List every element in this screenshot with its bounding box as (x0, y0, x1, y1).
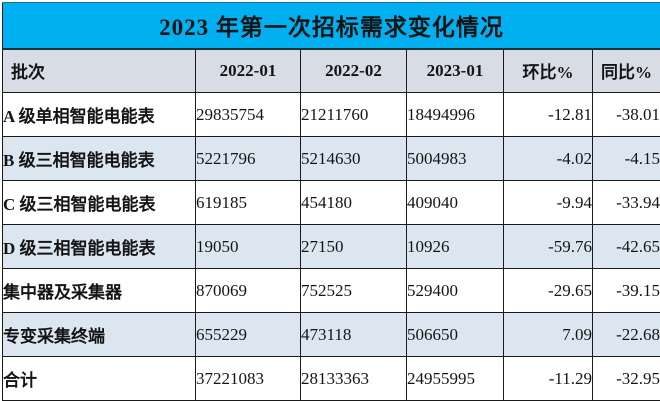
cell-mom: -9.94 (503, 180, 593, 225)
title-row: 2023 年第一次招标需求变化情况 (2, 2, 660, 50)
cell-2023-01: 18494996 (406, 92, 504, 137)
row-label: D 级三相智能电能表 (2, 224, 196, 269)
cell-mom: -4.02 (503, 136, 593, 181)
cell-2022-02: 752525 (300, 268, 407, 313)
col-header-batch: 批次 (2, 48, 196, 93)
cell-2022-02: 27150 (300, 224, 407, 269)
cell-2023-01: 409040 (406, 180, 504, 225)
cell-2022-01: 5221796 (195, 136, 301, 181)
table-row: C 级三相智能电能表 619185 454180 409040 -9.94 -3… (2, 180, 660, 225)
table-row-total: 合计 37221083 28133363 24955995 -11.29 -32… (2, 356, 660, 401)
cell-2022-01: 29835754 (195, 92, 301, 137)
col-header-2023-01: 2023-01 (406, 48, 504, 93)
header-row: 批次 2022-01 2022-02 2023-01 环比% 同比% (2, 48, 660, 93)
cell-mom: -59.76 (503, 224, 593, 269)
table-title: 2023 年第一次招标需求变化情况 (2, 2, 660, 50)
cell-2022-02: 473118 (300, 312, 407, 357)
table-row: A 级单相智能电能表 29835754 21211760 18494996 -1… (2, 92, 660, 137)
col-header-2022-01: 2022-01 (195, 48, 301, 93)
col-header-mom-pct: 环比% (503, 48, 593, 93)
row-label: C 级三相智能电能表 (2, 180, 196, 225)
cell-mom: -12.81 (503, 92, 593, 137)
cell-yoy: -42.65 (592, 224, 660, 269)
cell-2023-01: 10926 (406, 224, 504, 269)
table-row: D 级三相智能电能表 19050 27150 10926 -59.76 -42.… (2, 224, 660, 269)
row-label: A 级单相智能电能表 (2, 92, 196, 137)
cell-yoy: -39.15 (592, 268, 660, 313)
cell-2022-01: 870069 (195, 268, 301, 313)
row-label: 专变采集终端 (2, 312, 196, 357)
cell-yoy: -38.01 (592, 92, 660, 137)
cell-2022-02: 21211760 (300, 92, 407, 137)
table-row: B 级三相智能电能表 5221796 5214630 5004983 -4.02… (2, 136, 660, 181)
cell-2022-02: 454180 (300, 180, 407, 225)
row-label: 集中器及采集器 (2, 268, 196, 313)
cell-yoy: -22.68 (592, 312, 660, 357)
cell-2022-02: 28133363 (300, 356, 407, 401)
col-header-2022-02: 2022-02 (300, 48, 407, 93)
cell-2022-01: 37221083 (195, 356, 301, 401)
cell-2023-01: 506650 (406, 312, 504, 357)
cell-mom: -29.65 (503, 268, 593, 313)
cell-mom: -11.29 (503, 356, 593, 401)
cell-2023-01: 529400 (406, 268, 504, 313)
cell-2022-01: 655229 (195, 312, 301, 357)
row-label: 合计 (2, 356, 196, 401)
col-header-yoy-pct: 同比% (592, 48, 660, 93)
row-label: B 级三相智能电能表 (2, 136, 196, 181)
cell-yoy: -32.95 (592, 356, 660, 401)
cell-2023-01: 5004983 (406, 136, 504, 181)
cell-2022-02: 5214630 (300, 136, 407, 181)
cell-yoy: -33.94 (592, 180, 660, 225)
cell-yoy: -4.15 (592, 136, 660, 181)
cell-2023-01: 24955995 (406, 356, 504, 401)
cell-mom: 7.09 (503, 312, 593, 357)
table-row: 专变采集终端 655229 473118 506650 7.09 -22.68 (2, 312, 660, 357)
cell-2022-01: 19050 (195, 224, 301, 269)
table-row: 集中器及采集器 870069 752525 529400 -29.65 -39.… (2, 268, 660, 313)
cell-2022-01: 619185 (195, 180, 301, 225)
